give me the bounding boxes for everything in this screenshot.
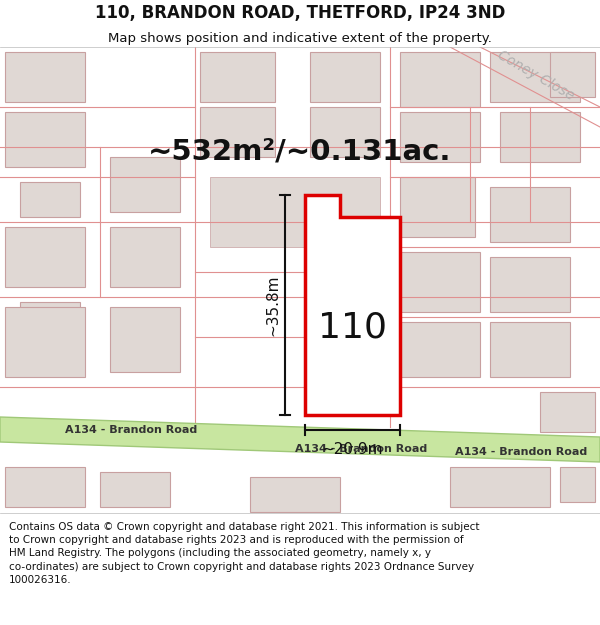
Polygon shape bbox=[0, 417, 600, 462]
Bar bbox=[110, 227, 180, 287]
Text: Contains OS data © Crown copyright and database right 2021. This information is : Contains OS data © Crown copyright and d… bbox=[9, 522, 479, 585]
Bar bbox=[400, 252, 480, 312]
Bar bbox=[210, 177, 380, 247]
Text: ~532m²/~0.131ac.: ~532m²/~0.131ac. bbox=[148, 138, 452, 166]
Bar bbox=[400, 177, 475, 237]
Text: 110, BRANDON ROAD, THETFORD, IP24 3ND: 110, BRANDON ROAD, THETFORD, IP24 3ND bbox=[95, 4, 505, 22]
Bar bbox=[400, 52, 480, 107]
Bar bbox=[5, 52, 85, 102]
Polygon shape bbox=[305, 195, 400, 415]
Bar bbox=[490, 257, 570, 312]
Bar bbox=[490, 187, 570, 242]
Bar bbox=[5, 467, 85, 507]
Bar bbox=[400, 322, 480, 377]
Bar bbox=[490, 322, 570, 377]
Bar bbox=[20, 302, 80, 342]
Text: Map shows position and indicative extent of the property.: Map shows position and indicative extent… bbox=[108, 32, 492, 45]
Bar bbox=[250, 477, 340, 512]
Text: ~35.8m: ~35.8m bbox=[265, 274, 281, 336]
Text: 110: 110 bbox=[317, 310, 386, 344]
Bar bbox=[20, 182, 80, 217]
Bar bbox=[450, 467, 550, 507]
Text: Coney Close: Coney Close bbox=[495, 48, 577, 102]
Bar bbox=[110, 157, 180, 212]
Bar bbox=[200, 52, 275, 102]
Bar bbox=[5, 307, 85, 377]
Text: A134 - Brandon Road: A134 - Brandon Road bbox=[65, 425, 197, 435]
Bar bbox=[540, 392, 595, 432]
Bar bbox=[400, 112, 480, 162]
Text: A134 - Brandon Road: A134 - Brandon Road bbox=[455, 447, 587, 457]
Bar bbox=[200, 107, 275, 157]
Bar bbox=[100, 472, 170, 507]
Bar bbox=[5, 227, 85, 287]
Bar bbox=[500, 112, 580, 162]
Bar bbox=[5, 112, 85, 167]
Bar bbox=[560, 467, 595, 502]
Bar bbox=[550, 52, 595, 97]
Bar bbox=[110, 307, 180, 372]
Bar bbox=[490, 52, 580, 102]
Text: A134 - Brandon Road: A134 - Brandon Road bbox=[295, 444, 427, 454]
Bar bbox=[310, 107, 380, 157]
Text: ~20.9m: ~20.9m bbox=[322, 442, 383, 457]
Bar bbox=[310, 52, 380, 102]
